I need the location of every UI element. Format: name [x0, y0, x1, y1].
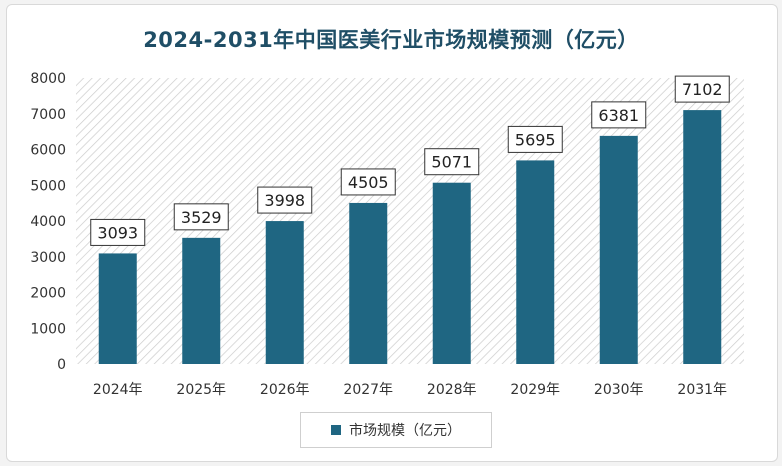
y-tick-label: 4000: [30, 214, 66, 230]
legend-label: 市场规模（亿元）: [349, 423, 461, 439]
data-label: 3998: [264, 191, 305, 210]
y-tick-label: 0: [57, 357, 66, 373]
data-label: 4505: [348, 173, 389, 192]
x-tick-label: 2025年: [176, 382, 226, 398]
x-tick-label: 2028年: [427, 382, 477, 398]
data-label-box: [507, 125, 563, 153]
bar: [683, 110, 722, 364]
y-tick-label: 3000: [30, 250, 66, 266]
bar: [265, 221, 304, 364]
chart-title: 2024-2031年中国医美行业市场规模预测（亿元）: [143, 28, 639, 52]
data-label-box: [591, 101, 647, 129]
y-tick-label: 6000: [30, 143, 66, 159]
y-tick-label: 2000: [30, 286, 66, 302]
bar: [182, 237, 221, 364]
data-label-box: [90, 218, 146, 246]
x-tick-label: 2030年: [594, 382, 644, 398]
y-tick-label: 1000: [30, 321, 66, 337]
data-label-box: [424, 148, 480, 176]
data-label: 3093: [97, 223, 138, 242]
bar: [599, 135, 638, 364]
data-label: 5071: [431, 153, 472, 172]
bar: [98, 253, 137, 364]
bar: [349, 202, 388, 364]
bar: [516, 160, 555, 364]
bar: [432, 182, 471, 364]
data-label-box: [173, 203, 229, 231]
x-tick-label: 2027年: [343, 382, 393, 398]
y-tick-label: 5000: [30, 178, 66, 194]
data-label: 5695: [515, 130, 556, 149]
legend-swatch: [331, 425, 341, 435]
data-label-box: [340, 168, 396, 196]
data-label: 7102: [682, 80, 723, 99]
x-tick-label: 2024年: [93, 382, 143, 398]
data-label: 3529: [181, 208, 222, 227]
x-tick-label: 2029年: [510, 382, 560, 398]
x-tick-label: 2031年: [677, 382, 727, 398]
x-tick-label: 2026年: [260, 382, 310, 398]
y-tick-label: 8000: [30, 71, 66, 87]
legend: 市场规模（亿元）: [300, 412, 492, 448]
y-tick-label: 7000: [30, 107, 66, 123]
data-label-box: [257, 186, 313, 214]
data-label-box: [674, 75, 730, 103]
data-label: 6381: [598, 106, 639, 125]
